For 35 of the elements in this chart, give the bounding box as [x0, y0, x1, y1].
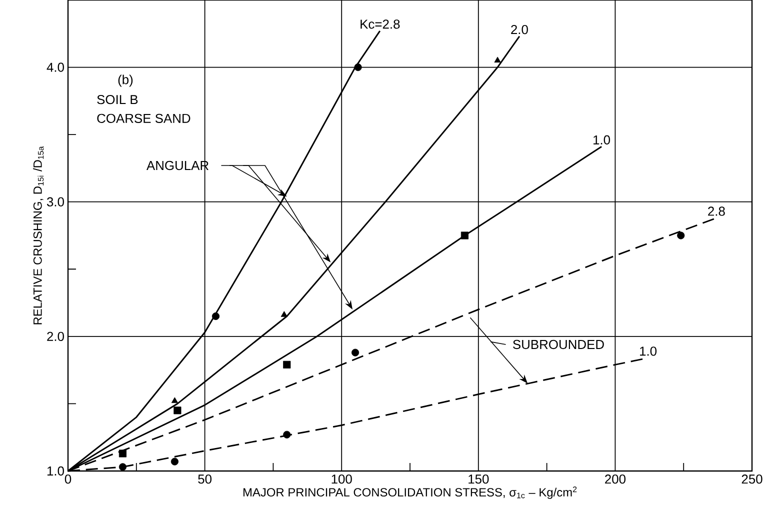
- point: [174, 406, 182, 414]
- y-axis-title: RELATIVE CRUSHING, D$_{15i}$ /D$_{15a}$: [33, 146, 44, 324]
- annotation: Kc=2.8: [360, 20, 400, 29]
- point: [283, 430, 291, 438]
- annotation: SUBROUNDED: [513, 340, 604, 350]
- annotation: 2.0: [511, 24, 528, 34]
- point: [494, 56, 501, 63]
- point: [460, 232, 469, 240]
- annotation: SOIL B: [97, 94, 138, 104]
- point: [354, 63, 362, 72]
- point: [352, 348, 360, 356]
- x-tick-label: 200: [605, 474, 626, 484]
- y-tick-label: 2.0: [47, 332, 64, 341]
- point: [283, 360, 291, 368]
- x-tick-label: 150: [468, 474, 489, 484]
- point: [171, 397, 178, 403]
- annotation: 1.0: [594, 135, 610, 144]
- point: [170, 458, 178, 466]
- x-tick-label: 0: [64, 474, 72, 484]
- x-tick-label: 50: [198, 474, 212, 484]
- point: [118, 450, 127, 458]
- annotation: (b): [118, 74, 133, 87]
- y-tick-label: 3.0: [46, 197, 64, 206]
- point: [677, 232, 685, 240]
- x-tick-label: 250: [742, 474, 762, 484]
- point: [118, 463, 127, 471]
- x-tick-label: 100: [332, 474, 352, 484]
- annotation: 1.0: [640, 346, 657, 356]
- y-tick-label: 1.0: [47, 466, 64, 476]
- annotation: 2.8: [708, 206, 725, 216]
- point: [212, 312, 220, 320]
- x-axis-title: MAJOR PRINCIPAL CONSOLIDATION STRESS, σ$_{1c}$ – Kg/cm$^{2}$: [243, 486, 577, 499]
- point: [280, 311, 288, 317]
- annotation: COARSE SAND: [97, 114, 190, 123]
- y-tick-label: 4.0: [46, 62, 64, 72]
